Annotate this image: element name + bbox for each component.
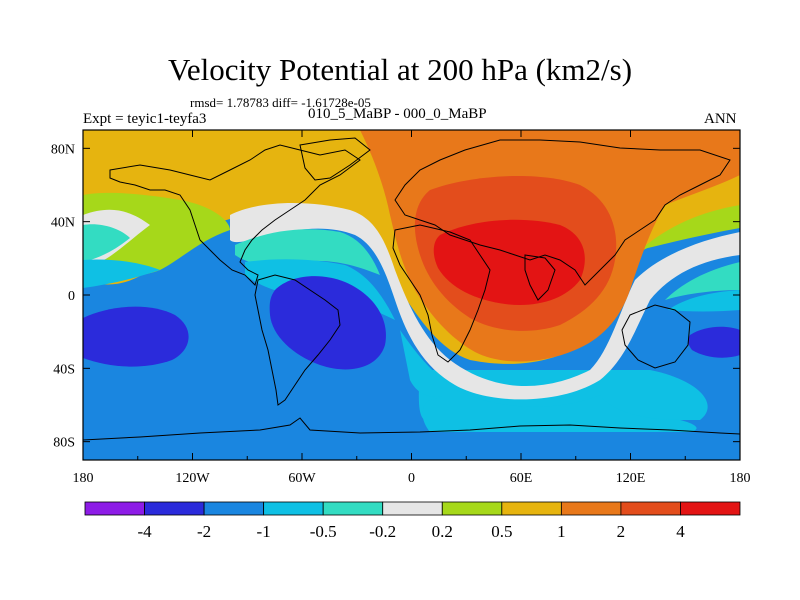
colorbar-swatch <box>441 501 503 516</box>
contour-band-min-west-pacific <box>688 326 740 358</box>
axis-ticks <box>82 130 741 460</box>
colorbar-level-label: -2 <box>197 522 211 541</box>
colorbar-swatch <box>620 501 681 516</box>
contour-band-neg-teal <box>83 224 740 300</box>
colorbar-swatch <box>501 501 562 516</box>
colorbar-level-label: 2 <box>617 522 626 541</box>
coastline-australia <box>621 304 691 369</box>
x-tick-label: 120W <box>175 471 210 486</box>
coastline-africa <box>392 224 491 363</box>
season-label: ANN <box>704 111 737 127</box>
colorbar-level-label: -4 <box>137 522 152 541</box>
y-tick-label: 40S <box>53 362 75 377</box>
x-tick-label: 180 <box>73 471 94 486</box>
contour-field <box>83 130 740 460</box>
rmsd-diff-stats: rmsd= 1.78783 diff= -1.61728e-05 <box>190 95 371 110</box>
x-tick-label: 60E <box>510 471 533 486</box>
y-tick-label: 0 <box>68 289 75 304</box>
x-tick-label: 60W <box>288 471 316 486</box>
colorbar-swatch <box>203 501 265 516</box>
contour-band-east-green <box>640 205 740 250</box>
coastline-south-america <box>254 274 341 406</box>
x-tick-label: 180 <box>730 471 751 486</box>
colorbar-labels: -4 -2 -1 -0.5 -0.2 0.2 0.5 1 2 4 <box>137 522 685 541</box>
coastline-antarctica <box>83 417 740 441</box>
y-tick-label: 80S <box>53 436 75 451</box>
colorbar-level-label: 0.2 <box>432 522 453 541</box>
colorbar-swatch <box>84 501 145 516</box>
period-label: 010_5_MaBP - 000_0_MaBP <box>308 106 487 122</box>
coastlines <box>83 137 740 441</box>
x-tick-label: 0 <box>408 471 415 486</box>
contour-band-min-east-pacific <box>83 306 189 367</box>
colorbar-level-label: 1 <box>557 522 566 541</box>
y-tick-label: 40N <box>51 216 75 231</box>
coastline-north-america <box>109 144 361 286</box>
contour-band-min-atlantic <box>269 276 386 370</box>
colorbar-level-label: -0.5 <box>310 522 337 541</box>
colorbar-level-label: -0.2 <box>369 522 396 541</box>
x-tick-label: 120E <box>616 471 646 486</box>
coastline-greenland <box>299 137 371 181</box>
contour-band-red-core <box>433 219 585 305</box>
y-tick-label: 80N <box>51 142 75 157</box>
colorbar-swatch <box>560 501 622 516</box>
colorbar-level-label: 0.5 <box>491 522 512 541</box>
colorbar-swatch <box>382 501 443 516</box>
axis-labels: 180 120W 60W 0 60E 120E 180 80N 40N 0 40S 80S <box>51 142 751 486</box>
experiment-label: Expt = teyic1-teyfa3 <box>83 111 207 127</box>
colorbar-level-label: -1 <box>257 522 271 541</box>
coastline-eurasia <box>394 139 731 286</box>
colorbar-swatch <box>680 501 741 516</box>
colorbar-level-label: 4 <box>676 522 685 541</box>
colorbar-swatch <box>144 501 205 516</box>
colorbar-swatch <box>322 501 384 516</box>
figure-title: Velocity Potential at 200 hPa (km2/s) <box>167 52 633 87</box>
colorbar-swatch <box>263 501 324 516</box>
colorbar <box>84 501 741 516</box>
coastline-india <box>524 254 556 301</box>
